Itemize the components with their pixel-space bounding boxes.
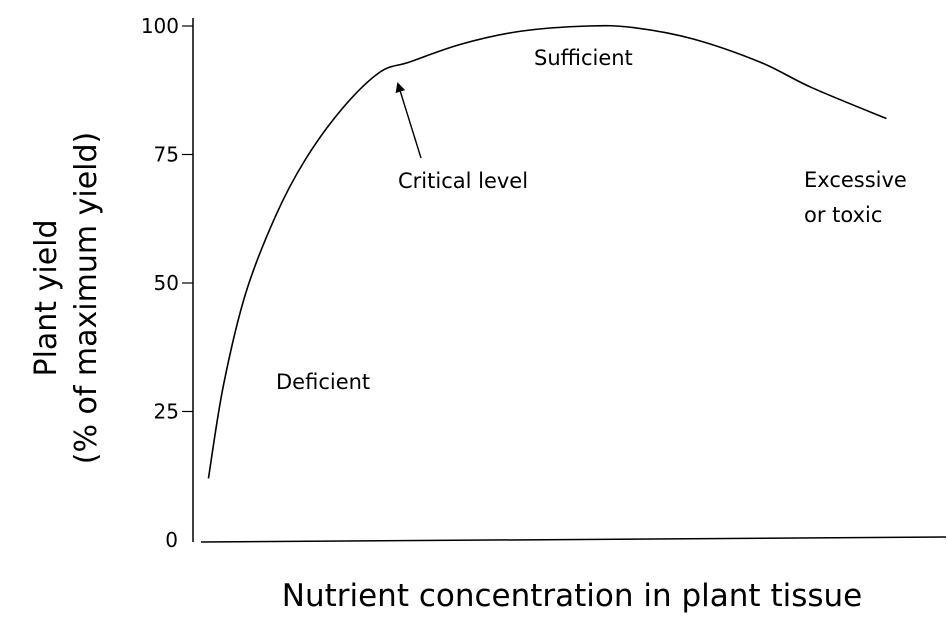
y-axis-label-line-2: (% of maximum yield) [69, 132, 104, 465]
annotation-excessive: Excessive [804, 168, 907, 192]
y-tick-label: 25 [154, 400, 179, 424]
y-axis-ticks: 0 25 50 75 100 [141, 14, 193, 552]
x-axis-line [200, 536, 947, 543]
annotation-critical-level: Critical level [398, 169, 528, 193]
y-tick-label: 0 [165, 528, 178, 552]
annotation-deficient: Deficient [276, 370, 370, 394]
y-tick-label: 50 [154, 271, 179, 295]
yield-curve-line [207, 24, 887, 479]
x-axis-label: Nutrient concentration in plant tissue [282, 578, 862, 614]
critical-level-arrow [395, 82, 422, 159]
y-tick-label: 100 [141, 14, 179, 38]
annotation-sufficient: Sufficient [534, 46, 633, 70]
y-axis-label-line-1: Plant yield [29, 219, 64, 376]
annotation-or-toxic: or toxic [804, 203, 882, 227]
y-tick-label: 75 [154, 143, 179, 167]
